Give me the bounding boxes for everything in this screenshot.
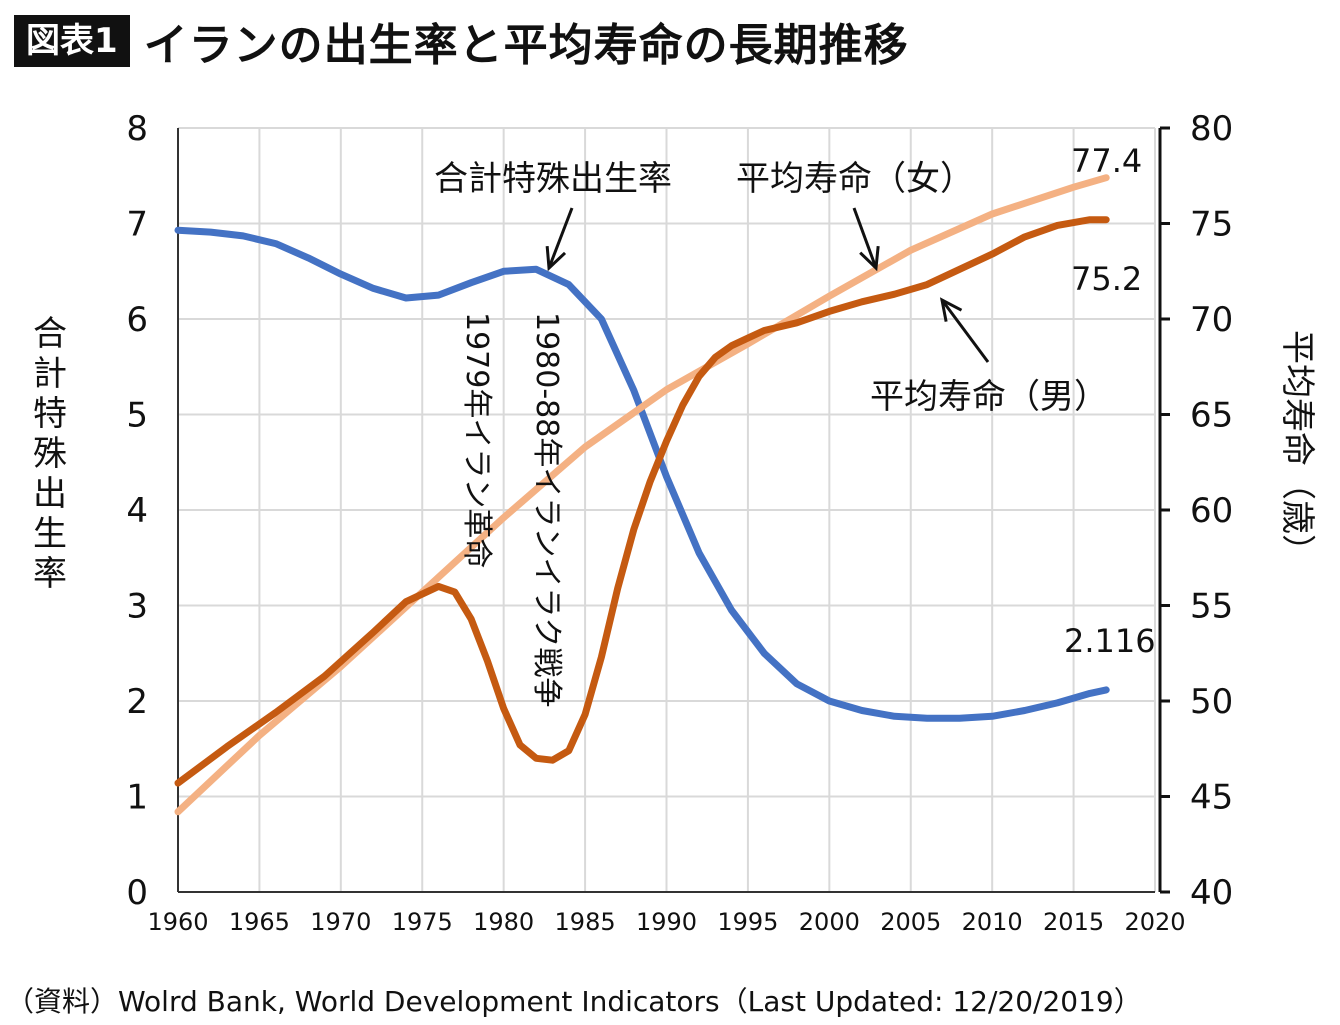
y-left-axis-title-char: 特 bbox=[33, 394, 67, 434]
y-right-axis-title: 平均寿命（歳） bbox=[1277, 330, 1317, 568]
y-right-tick-label: 70 bbox=[1190, 300, 1233, 340]
y-left-tick-label: 6 bbox=[126, 300, 148, 340]
y-left-tick-label: 7 bbox=[126, 205, 148, 245]
y-left-axis-title-char: 生 bbox=[33, 514, 67, 554]
line-chart: 1960 1965 1970 1975 1980 1985 1990 1995 2000 2005… bbox=[33, 109, 1317, 936]
series-label-tfr: 合計特殊出生率 bbox=[434, 159, 672, 199]
x-tick-label: 1975 bbox=[392, 908, 453, 936]
series-label-male: 平均寿命（男） bbox=[870, 377, 1108, 417]
series-line-male-life-expectancy bbox=[174, 216, 1110, 787]
y-left-tick-label: 1 bbox=[126, 778, 148, 818]
y-left-axis-title: 合計特殊出生率 bbox=[33, 314, 67, 594]
x-tick-label: 2005 bbox=[880, 908, 941, 936]
series-line-female-life-expectancy bbox=[174, 174, 1110, 816]
x-tick-label: 1990 bbox=[636, 908, 697, 936]
figure-number-badge: 図表1 bbox=[14, 15, 130, 67]
y-right-tick-label: 55 bbox=[1190, 587, 1233, 627]
x-tick-label: 2020 bbox=[1124, 908, 1185, 936]
arrow-female bbox=[852, 207, 880, 272]
x-tick-label: 2015 bbox=[1043, 908, 1104, 936]
x-tick-label: 1995 bbox=[717, 908, 778, 936]
x-tick-label: 1960 bbox=[147, 908, 208, 936]
y-right-tick-label: 60 bbox=[1190, 491, 1233, 531]
annotation-1979-revolution: 1979年イラン革命 bbox=[459, 312, 494, 568]
arrow-male bbox=[939, 297, 990, 363]
y-left-tick-label: 2 bbox=[126, 682, 148, 722]
y-left-axis-title-char: 殊 bbox=[33, 434, 67, 474]
chart-title-block: 図表1 イランの出生率と平均寿命の長期推移 bbox=[14, 10, 909, 72]
y-left-axis-title-char: 合 bbox=[33, 314, 67, 354]
source-note: （資料）Wolrd Bank, World Development Indica… bbox=[6, 985, 1142, 1018]
y-left-axis-title-char: 計 bbox=[33, 354, 67, 394]
y-right-tick-label: 65 bbox=[1190, 396, 1233, 436]
value-label-male-2017: 75.2 bbox=[1071, 260, 1142, 298]
x-tick-label: 1965 bbox=[229, 908, 290, 936]
series-label-female: 平均寿命（女） bbox=[736, 159, 974, 199]
series-line-tfr bbox=[174, 226, 1110, 722]
y-left-tick-label: 5 bbox=[126, 396, 148, 436]
annotation-iran-iraq-war: 1980-88年イランイラク戦争 bbox=[529, 312, 564, 707]
y-right-tick-label: 50 bbox=[1190, 682, 1233, 722]
x-tick-label: 2010 bbox=[962, 908, 1023, 936]
y-right-tick-label: 75 bbox=[1190, 205, 1233, 245]
y-right-tick-label: 80 bbox=[1190, 109, 1233, 149]
y-left-tick-label: 0 bbox=[126, 873, 148, 913]
x-tick-label: 1985 bbox=[555, 908, 616, 936]
y-left-tick-label: 3 bbox=[126, 587, 148, 627]
arrow-tfr bbox=[545, 207, 574, 272]
x-tick-label: 1970 bbox=[310, 908, 371, 936]
x-tick-label: 1980 bbox=[473, 908, 534, 936]
x-tick-label: 2000 bbox=[799, 908, 860, 936]
value-label-tfr-2017: 2.116 bbox=[1064, 622, 1156, 660]
value-label-female-2017: 77.4 bbox=[1071, 142, 1142, 180]
y-left-tick-label: 4 bbox=[126, 491, 148, 531]
chart-title: イランの出生率と平均寿命の長期推移 bbox=[143, 20, 909, 71]
y-right-tick-label: 45 bbox=[1190, 778, 1233, 818]
y-right-tick-label: 40 bbox=[1190, 873, 1233, 913]
y-left-axis-title-char: 率 bbox=[33, 554, 67, 594]
y-left-tick-label: 8 bbox=[126, 109, 148, 149]
y-left-axis-title-char: 出 bbox=[33, 474, 67, 514]
